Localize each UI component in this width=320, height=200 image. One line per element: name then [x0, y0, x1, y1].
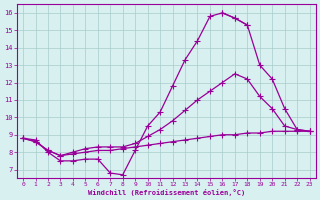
X-axis label: Windchill (Refroidissement éolien,°C): Windchill (Refroidissement éolien,°C) [88, 189, 245, 196]
